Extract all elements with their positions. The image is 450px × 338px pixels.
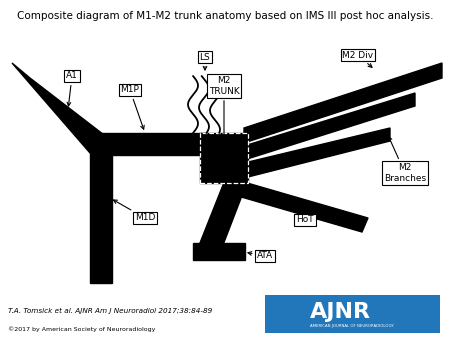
Text: AJNR: AJNR xyxy=(310,302,371,322)
Text: ATA: ATA xyxy=(248,251,273,261)
FancyBboxPatch shape xyxy=(265,295,440,333)
Text: T.A. Tomsick et al. AJNR Am J Neuroradiol 2017;38:84-89: T.A. Tomsick et al. AJNR Am J Neuroradio… xyxy=(8,308,212,314)
Text: M2
Branches: M2 Branches xyxy=(384,137,426,183)
Polygon shape xyxy=(12,63,108,153)
Polygon shape xyxy=(244,63,442,143)
Polygon shape xyxy=(224,178,368,232)
Polygon shape xyxy=(200,133,248,183)
Polygon shape xyxy=(90,155,112,283)
Polygon shape xyxy=(194,180,248,258)
Polygon shape xyxy=(193,243,245,260)
Text: Composite diagram of M1-M2 trunk anatomy based on IMS III post hoc analysis.: Composite diagram of M1-M2 trunk anatomy… xyxy=(17,11,433,21)
Polygon shape xyxy=(90,133,205,155)
Text: M1D: M1D xyxy=(113,200,155,222)
Text: HoT: HoT xyxy=(296,207,314,224)
Text: M2 Div: M2 Div xyxy=(342,50,373,67)
Text: M1P: M1P xyxy=(121,86,144,129)
Text: M2
TRUNK: M2 TRUNK xyxy=(209,76,239,140)
Polygon shape xyxy=(244,93,415,160)
Text: LS: LS xyxy=(200,52,211,70)
Bar xyxy=(200,133,248,183)
Polygon shape xyxy=(244,128,390,178)
Text: ©2017 by American Society of Neuroradiology: ©2017 by American Society of Neuroradiol… xyxy=(8,326,155,332)
Text: A1: A1 xyxy=(66,72,78,106)
Text: AMERICAN JOURNAL OF NEURORADIOLOGY: AMERICAN JOURNAL OF NEURORADIOLOGY xyxy=(310,324,394,328)
